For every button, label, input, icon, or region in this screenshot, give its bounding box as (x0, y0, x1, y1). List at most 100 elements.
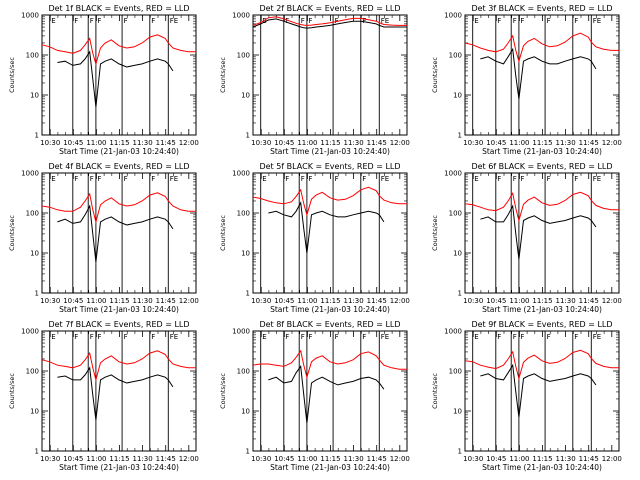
plot-frame (464, 330, 620, 452)
y-tick-label: 100 (26, 52, 39, 60)
flag-label: E (262, 333, 266, 341)
y-tick-label: 10 (241, 92, 250, 100)
flag-label: E (51, 333, 55, 341)
flag-label: F (362, 17, 366, 25)
panel-det7: Det 7f BLACK = Events, RED = LLD 1 10 100 10… (8, 320, 199, 472)
x-tick-label: 11:00 (509, 455, 529, 463)
flag-label: F (151, 17, 155, 25)
x-tick-label: 10:30 (463, 297, 483, 305)
panel-title: Det 5f BLACK = Events, RED = LLD (259, 162, 400, 171)
flag-label: F (547, 175, 551, 183)
panel-det9: Det 9f BLACK = Events, RED = LLD 1 10 100 10… (431, 320, 622, 472)
flag-label: F (520, 175, 524, 183)
panel-title: Det 3f BLACK = Events, RED = LLD (471, 4, 612, 13)
y-tick-label: 100 (237, 210, 250, 218)
panel-det2: Det 2f BLACK = Events, RED = LLD 1 10 100 10… (219, 4, 410, 156)
x-tick-label: 11:30 (133, 455, 153, 463)
x-tick-label: 10:30 (40, 455, 60, 463)
flag-label: F (308, 175, 312, 183)
x-tick-label: 11:45 (156, 455, 176, 463)
plot-frame (41, 14, 197, 136)
flag-label: F (124, 175, 128, 183)
y-tick-label: 10 (241, 408, 250, 416)
y-tick-label: 1000 (444, 328, 462, 336)
series-line-lld (41, 350, 196, 382)
x-tick-label: 11:45 (579, 455, 599, 463)
flag-label: FE (593, 333, 601, 341)
x-tick-label: 11:45 (156, 297, 176, 305)
x-tick-label: 12:00 (602, 297, 622, 305)
flag-label: FE (381, 333, 389, 341)
x-tick-label: 11:00 (509, 139, 529, 147)
flag-label: F (574, 333, 578, 341)
y-tick-label: 1 (35, 448, 39, 456)
flag-label: E (474, 17, 478, 25)
x-tick-label: 10:30 (251, 139, 271, 147)
flag-label: F (97, 175, 101, 183)
panel-title: Det 1f BLACK = Events, RED = LLD (48, 4, 189, 13)
y-axis-label: Counts/sec (8, 57, 16, 93)
x-tick-label: 11:15 (532, 139, 552, 147)
x-tick-label: 11:45 (579, 139, 599, 147)
flag-label: F (285, 175, 289, 183)
x-tick-label: 12:00 (179, 297, 199, 305)
series-line-events (268, 201, 385, 254)
flag-label: F (90, 333, 94, 341)
y-axis-label: Counts/sec (431, 373, 439, 409)
y-axis-label: Counts/sec (431, 57, 439, 93)
y-tick-label: 100 (449, 52, 462, 60)
x-tick-label: 10:45 (274, 139, 294, 147)
plot-frame (464, 14, 620, 136)
y-tick-label: 10 (30, 408, 39, 416)
flag-label: F (151, 333, 155, 341)
x-axis-label: Start Time (21-Jan-03 10:24:40) (59, 463, 179, 472)
x-tick-label: 10:45 (486, 139, 506, 147)
flag-label: F (362, 333, 366, 341)
flag-label: FE (381, 175, 389, 183)
panel-title: Det 9f BLACK = Events, RED = LLD (471, 320, 612, 329)
y-tick-label: 10 (30, 250, 39, 258)
x-tick-label: 11:00 (86, 455, 106, 463)
flag-label: E (262, 17, 266, 25)
x-tick-label: 11:30 (556, 455, 576, 463)
plot-frame (41, 330, 197, 452)
x-tick-label: 10:45 (63, 297, 83, 305)
y-tick-label: 1000 (21, 170, 39, 178)
plot-frame (252, 14, 408, 136)
y-tick-label: 10 (453, 408, 462, 416)
panel-title: Det 8f BLACK = Events, RED = LLD (259, 320, 400, 329)
panel-title: Det 4f BLACK = Events, RED = LLD (48, 162, 189, 171)
x-tick-label: 11:15 (532, 455, 552, 463)
x-tick-label: 11:30 (344, 455, 364, 463)
flag-label: F (124, 17, 128, 25)
x-tick-label: 10:45 (274, 455, 294, 463)
x-tick-label: 11:15 (532, 297, 552, 305)
y-tick-label: 10 (453, 92, 462, 100)
flag-label: F (513, 175, 517, 183)
y-tick-label: 1000 (232, 328, 250, 336)
panel-det4: Det 4f BLACK = Events, RED = LLD 1 10 100 10… (8, 162, 199, 314)
flag-label: F (520, 17, 524, 25)
x-tick-label: 11:00 (509, 297, 529, 305)
flag-label: F (90, 175, 94, 183)
flag-label: F (74, 175, 78, 183)
panel-det8: Det 8f BLACK = Events, RED = LLD 1 10 100 10… (219, 320, 410, 472)
x-axis-label: Start Time (21-Jan-03 10:24:40) (59, 147, 179, 156)
panel-title: Det 2f BLACK = Events, RED = LLD (259, 4, 400, 13)
flag-label: FE (593, 17, 601, 25)
series-line-lld (252, 16, 407, 26)
flag-label: F (335, 175, 339, 183)
series-line-lld (464, 191, 619, 223)
series-line-lld (252, 349, 407, 380)
y-tick-label: 1000 (444, 170, 462, 178)
plot-frame (252, 172, 408, 294)
flag-label: E (474, 333, 478, 341)
panel-title: Det 7f BLACK = Events, RED = LLD (48, 320, 189, 329)
flag-label: FE (170, 17, 178, 25)
y-tick-label: 1 (458, 132, 462, 140)
x-tick-label: 10:45 (486, 297, 506, 305)
x-tick-label: 11:30 (133, 297, 153, 305)
y-tick-label: 1000 (444, 12, 462, 20)
x-tick-label: 10:45 (63, 455, 83, 463)
